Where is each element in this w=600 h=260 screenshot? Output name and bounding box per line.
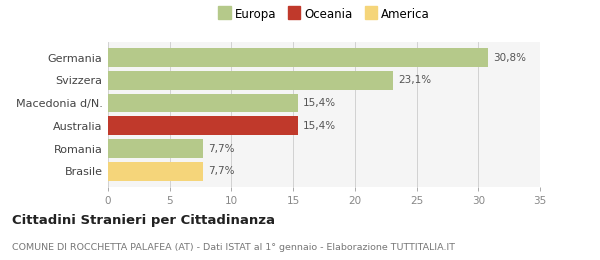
Legend: Europa, Oceania, America: Europa, Oceania, America bbox=[215, 4, 433, 24]
Bar bbox=[108, 71, 393, 90]
Bar bbox=[108, 162, 203, 181]
Text: 30,8%: 30,8% bbox=[493, 53, 526, 63]
Text: 23,1%: 23,1% bbox=[398, 75, 431, 85]
Text: COMUNE DI ROCCHETTA PALAFEA (AT) - Dati ISTAT al 1° gennaio - Elaborazione TUTTI: COMUNE DI ROCCHETTA PALAFEA (AT) - Dati … bbox=[12, 243, 455, 252]
Bar bbox=[108, 94, 298, 112]
Bar bbox=[108, 139, 203, 158]
Bar bbox=[108, 116, 298, 135]
Text: 7,7%: 7,7% bbox=[208, 144, 235, 153]
Text: Cittadini Stranieri per Cittadinanza: Cittadini Stranieri per Cittadinanza bbox=[12, 214, 275, 227]
Text: 7,7%: 7,7% bbox=[208, 166, 235, 176]
Bar bbox=[108, 48, 488, 67]
Text: 15,4%: 15,4% bbox=[303, 121, 336, 131]
Text: 15,4%: 15,4% bbox=[303, 98, 336, 108]
